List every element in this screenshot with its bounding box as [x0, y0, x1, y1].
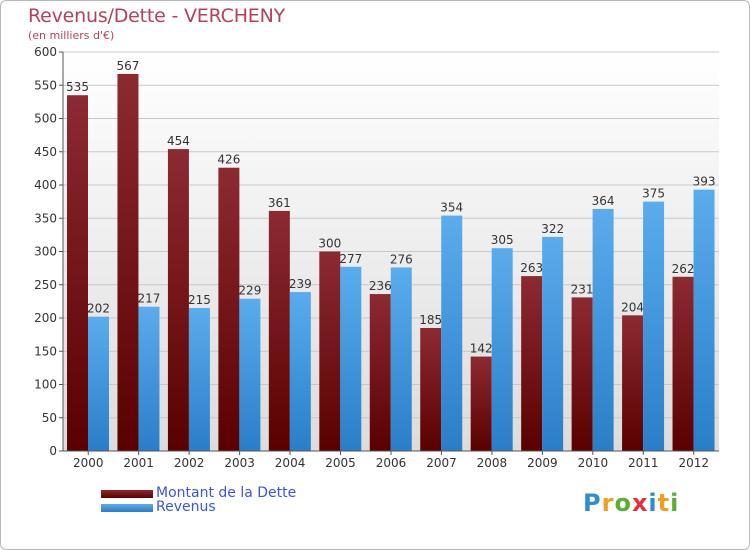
bar-dette: [571, 297, 593, 451]
logo-letter: x: [631, 489, 649, 517]
data-label-revenus: 239: [289, 277, 312, 291]
data-label-revenus: 364: [592, 194, 615, 208]
data-label-dette: 262: [672, 262, 695, 276]
bar-revenus: [441, 215, 463, 451]
x-tick-label: 2006: [376, 456, 407, 470]
data-label-dette: 236: [369, 279, 392, 293]
data-label-dette: 263: [520, 261, 543, 275]
data-label-revenus: 229: [238, 284, 261, 298]
bar-revenus: [138, 306, 160, 451]
bar-revenus: [289, 292, 311, 451]
bar-dette: [319, 251, 341, 451]
x-tick-label: 2002: [174, 456, 205, 470]
data-label-revenus: 276: [390, 252, 413, 266]
bar-revenus: [188, 308, 210, 451]
bar-revenus: [592, 208, 614, 451]
chart-title: Revenus/Dette - VERCHENY: [28, 5, 286, 27]
bar-revenus: [643, 201, 665, 451]
y-tick-label: 0: [49, 444, 57, 458]
x-tick-label: 2005: [325, 456, 356, 470]
y-tick-label: 100: [34, 378, 57, 392]
legend-swatch-revenus: [101, 504, 153, 512]
y-tick-label: 450: [34, 145, 57, 159]
x-tick-label: 2007: [426, 456, 457, 470]
data-label-revenus: 202: [87, 302, 110, 316]
data-label-dette: 185: [419, 313, 442, 327]
legend-swatch-dette: [101, 490, 153, 498]
x-tick-label: 2001: [123, 456, 154, 470]
data-label-revenus: 393: [693, 175, 716, 189]
bar-dette: [117, 73, 139, 451]
logo-letter: t: [657, 489, 671, 517]
bar-dette: [470, 356, 492, 451]
bar-dette: [67, 95, 88, 451]
data-label-dette: 567: [117, 59, 140, 73]
chart-subtitle: (en milliers d'€): [28, 29, 115, 42]
bar-revenus: [390, 267, 412, 451]
bar-dette: [268, 210, 290, 451]
data-label-dette: 142: [470, 342, 493, 356]
bar-dette: [420, 327, 442, 451]
bar-dette: [218, 167, 240, 451]
x-tick-label: 2008: [477, 456, 508, 470]
bar-dette: [622, 315, 644, 451]
y-tick-label: 50: [42, 411, 57, 425]
data-label-dette: 231: [571, 282, 594, 296]
data-label-dette: 300: [318, 237, 341, 251]
logo-letter: o: [614, 489, 632, 517]
data-label-dette: 204: [621, 300, 644, 314]
x-tick-label: 2000: [73, 456, 104, 470]
bar-revenus: [340, 266, 362, 451]
bar-revenus: [88, 316, 109, 451]
y-tick-label: 500: [34, 112, 57, 126]
y-tick-label: 150: [34, 344, 57, 358]
data-label-dette: 454: [167, 134, 190, 148]
y-tick-label: 250: [34, 278, 57, 292]
data-label-revenus: 305: [491, 233, 514, 247]
logo-letter: P: [583, 489, 602, 517]
bar-dette: [167, 149, 189, 451]
legend-label-dette: Montant de la Dette: [156, 485, 297, 501]
y-tick-label: 300: [34, 245, 57, 259]
data-label-dette: 361: [268, 196, 291, 210]
data-label-revenus: 354: [440, 201, 463, 215]
x-tick-label: 2004: [275, 456, 306, 470]
data-label-dette: 426: [217, 153, 240, 167]
x-tick-label: 2009: [527, 456, 558, 470]
x-tick-label: 2003: [224, 456, 255, 470]
proxiti-logo: Proxiti: [583, 489, 679, 517]
bar-revenus: [239, 298, 261, 451]
y-tick-label: 200: [34, 311, 57, 325]
bar-dette: [521, 276, 543, 451]
bar-revenus: [491, 248, 513, 451]
x-tick-label: 2012: [678, 456, 709, 470]
data-label-revenus: 215: [188, 293, 211, 307]
logo-letter: i: [648, 489, 658, 517]
y-tick-label: 600: [34, 45, 57, 59]
x-tick-label: 2010: [578, 456, 609, 470]
y-tick-label: 550: [34, 78, 57, 92]
data-label-revenus: 217: [138, 292, 161, 306]
y-tick-label: 400: [34, 178, 57, 192]
bar-dette: [672, 276, 694, 451]
data-label-revenus: 322: [541, 222, 564, 236]
logo-letter: r: [601, 489, 615, 517]
bar-revenus: [542, 236, 564, 451]
bar-revenus: [693, 189, 715, 451]
legend-label-revenus: Revenus: [156, 499, 216, 515]
data-label-dette: 535: [66, 80, 89, 94]
y-tick-label: 350: [34, 211, 57, 225]
x-tick-label: 2011: [628, 456, 659, 470]
bar-dette: [369, 294, 391, 451]
data-label-revenus: 277: [339, 252, 362, 266]
data-label-revenus: 375: [642, 187, 665, 201]
logo-letter: i: [670, 489, 680, 517]
